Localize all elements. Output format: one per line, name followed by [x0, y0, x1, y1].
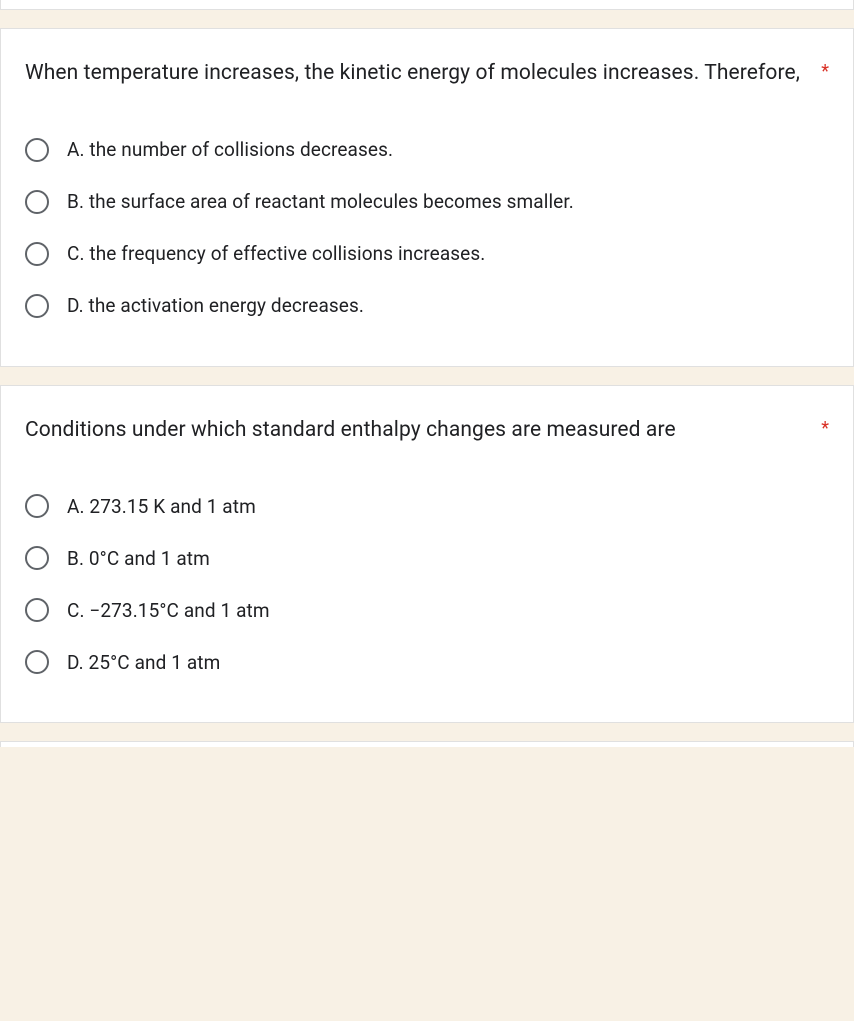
radio-icon — [25, 242, 49, 266]
options-group: A. the number of collisions decreases. B… — [25, 124, 829, 332]
question-text: Conditions under which standard enthalpy… — [25, 414, 805, 447]
option-a[interactable]: A. the number of collisions decreases. — [25, 124, 829, 176]
option-label: D. 25°C and 1 atm — [67, 651, 220, 674]
option-d[interactable]: D. 25°C and 1 atm — [25, 636, 829, 688]
next-card-top — [0, 741, 854, 747]
option-c[interactable]: C. −273.15°C and 1 atm — [25, 584, 829, 636]
question-card-2: Conditions under which standard enthalpy… — [0, 385, 854, 724]
option-label: B. the surface area of reactant molecule… — [67, 190, 574, 213]
question-text: When temperature increases, the kinetic … — [25, 57, 805, 90]
option-b[interactable]: B. the surface area of reactant molecule… — [25, 176, 829, 228]
option-label: A. 273.15 K and 1 atm — [67, 495, 256, 518]
option-label: A. the number of collisions decreases. — [67, 138, 393, 161]
options-group: A. 273.15 K and 1 atm B. 0°C and 1 atm C… — [25, 480, 829, 688]
option-label: C. the frequency of effective collisions… — [67, 242, 485, 265]
radio-icon — [25, 546, 49, 570]
option-label: D. the activation energy decreases. — [67, 294, 364, 317]
question-header: Conditions under which standard enthalpy… — [25, 414, 829, 447]
question-card-1: When temperature increases, the kinetic … — [0, 28, 854, 367]
option-c[interactable]: C. the frequency of effective collisions… — [25, 228, 829, 280]
required-marker: * — [821, 414, 829, 441]
option-label: B. 0°C and 1 atm — [67, 547, 210, 570]
option-b[interactable]: B. 0°C and 1 atm — [25, 532, 829, 584]
radio-icon — [25, 650, 49, 674]
option-d[interactable]: D. the activation energy decreases. — [25, 280, 829, 332]
radio-icon — [25, 294, 49, 318]
required-marker: * — [821, 57, 829, 84]
radio-icon — [25, 494, 49, 518]
option-label: C. −273.15°C and 1 atm — [67, 599, 270, 622]
prev-card-bottom — [0, 0, 854, 8]
radio-icon — [25, 190, 49, 214]
option-a[interactable]: A. 273.15 K and 1 atm — [25, 480, 829, 532]
radio-icon — [25, 138, 49, 162]
radio-icon — [25, 598, 49, 622]
card-gap — [0, 367, 854, 385]
card-gap — [0, 723, 854, 741]
question-header: When temperature increases, the kinetic … — [25, 57, 829, 90]
card-gap — [0, 10, 854, 28]
